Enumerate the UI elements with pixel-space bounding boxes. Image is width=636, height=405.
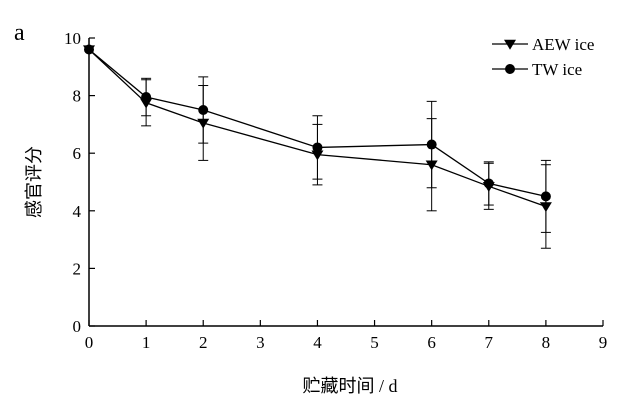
legend-marker <box>504 39 516 50</box>
y-axis-ticks: 0 2 4 6 8 10 <box>64 29 95 336</box>
x-tick-label: 0 <box>85 333 94 352</box>
legend-marker <box>505 64 515 74</box>
axes: 0 1 2 3 4 5 6 7 8 9 0 2 4 6 8 10 <box>64 29 607 352</box>
data-point <box>84 44 94 55</box>
series-layer <box>83 44 552 249</box>
data-point <box>141 92 152 103</box>
x-axis-ticks: 0 1 2 3 4 5 6 7 8 9 <box>85 320 608 352</box>
data-point <box>198 105 209 115</box>
panel-label: a <box>14 20 25 46</box>
data-point <box>483 178 494 189</box>
y-tick-label: 4 <box>73 202 82 221</box>
x-tick-label: 1 <box>142 333 151 352</box>
y-tick-label: 10 <box>64 29 81 48</box>
series-tw-ice <box>84 44 551 233</box>
x-tick-label: 9 <box>599 333 608 352</box>
data-point <box>312 142 323 153</box>
legend-item: TW ice <box>492 60 582 79</box>
y-axis-label: 感官评分 <box>24 146 44 218</box>
x-tick-label: 7 <box>485 333 494 352</box>
x-tick-label: 2 <box>199 333 208 352</box>
legend-label: AEW ice <box>532 35 594 54</box>
y-tick-label: 0 <box>73 317 82 336</box>
legend: AEW ice TW ice <box>492 35 594 79</box>
legend-item: AEW ice <box>492 35 594 54</box>
y-tick-label: 8 <box>73 87 82 106</box>
data-point <box>540 191 551 202</box>
legend-label: TW ice <box>532 60 582 79</box>
x-axis-label: 贮藏时间 / d <box>302 376 397 396</box>
x-tick-label: 5 <box>370 333 379 352</box>
x-tick-label: 3 <box>256 333 265 352</box>
y-tick-label: 6 <box>73 144 82 163</box>
y-tick-label: 2 <box>73 259 82 278</box>
data-point <box>426 139 437 150</box>
x-tick-label: 6 <box>427 333 436 352</box>
x-tick-label: 4 <box>313 333 322 352</box>
x-tick-label: 8 <box>542 333 551 352</box>
